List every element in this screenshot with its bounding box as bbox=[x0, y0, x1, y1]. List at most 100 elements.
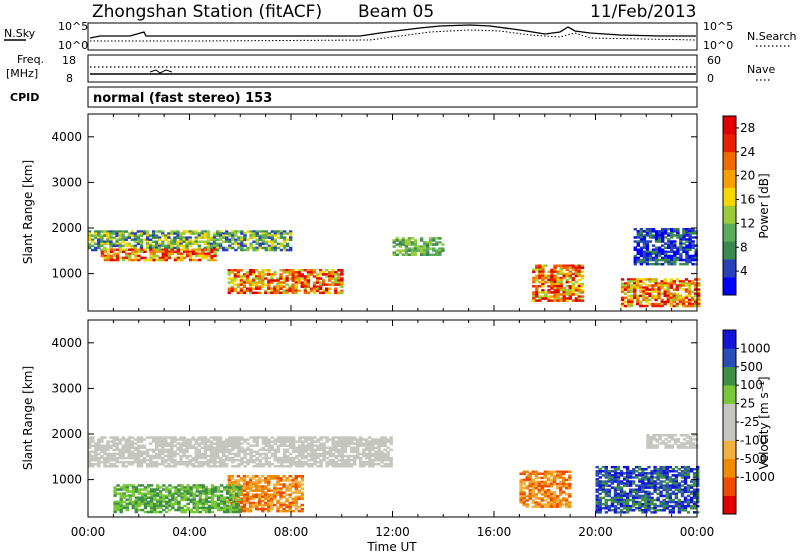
scatter-cell bbox=[240, 230, 244, 233]
scatter-cell bbox=[648, 240, 653, 243]
scatter-cell bbox=[547, 270, 551, 274]
scatter-cell bbox=[176, 250, 181, 254]
scatter-cell bbox=[647, 476, 651, 479]
scatter-cell bbox=[97, 438, 101, 441]
scatter-cell bbox=[212, 238, 217, 241]
scatter-cell bbox=[128, 248, 132, 251]
scatter-cell bbox=[267, 487, 271, 490]
scatter-cell bbox=[206, 244, 211, 248]
scatter-cell bbox=[143, 250, 147, 254]
scatter-cell bbox=[264, 458, 268, 462]
colorbar-segment bbox=[723, 133, 736, 153]
scatter-cell bbox=[380, 440, 384, 443]
scatter-cell bbox=[212, 450, 217, 454]
scatter-cell bbox=[115, 460, 119, 464]
scatter-cell bbox=[148, 456, 153, 460]
scatter-cell bbox=[121, 238, 125, 241]
scatter-cell bbox=[528, 489, 532, 492]
scatter-cell bbox=[294, 287, 298, 290]
scatter-cell bbox=[273, 438, 278, 441]
scatter-cell bbox=[532, 299, 536, 302]
scatter-cell bbox=[389, 465, 393, 468]
scatter-cell bbox=[654, 304, 658, 308]
nsky-strip-frame bbox=[87, 22, 698, 51]
scatter-cell bbox=[161, 244, 165, 248]
scatter-cell bbox=[161, 456, 165, 460]
scatter-cell bbox=[112, 438, 116, 441]
scatter-cell bbox=[655, 440, 659, 443]
scatter-cell bbox=[665, 504, 669, 508]
colorbar-segment bbox=[723, 385, 736, 404]
scatter-cell bbox=[645, 248, 650, 251]
scatter-cell bbox=[672, 280, 676, 283]
scatter-cell bbox=[200, 232, 205, 235]
scatter-cell bbox=[282, 248, 287, 252]
scatter-cell bbox=[663, 278, 667, 281]
scatter-cell bbox=[113, 508, 117, 512]
scatter-cell bbox=[228, 458, 232, 462]
scatter-cell bbox=[276, 230, 281, 233]
scatter-cell bbox=[664, 242, 668, 245]
scatter-cell bbox=[635, 507, 639, 510]
scatter-cell bbox=[125, 504, 129, 508]
scatter-cell bbox=[261, 234, 265, 237]
scatter-cell bbox=[194, 446, 198, 449]
scatter-cell bbox=[219, 500, 224, 504]
scatter-cell bbox=[248, 503, 253, 507]
scatter-cell bbox=[298, 444, 302, 447]
scatter-cell bbox=[696, 482, 700, 485]
scatter-cell bbox=[239, 477, 244, 480]
colorbar-segment bbox=[723, 205, 736, 224]
scatter-cell bbox=[556, 278, 560, 282]
scatter-cell bbox=[383, 444, 387, 447]
scatter-cell bbox=[685, 258, 689, 262]
scatter-cell bbox=[182, 250, 187, 254]
scatter-cell bbox=[683, 482, 688, 485]
scatter-cell bbox=[604, 476, 608, 479]
scatter-cell bbox=[192, 248, 196, 251]
scatter-cell bbox=[571, 287, 575, 290]
scatter-cell bbox=[662, 465, 666, 469]
scatter-cell bbox=[562, 295, 566, 298]
scatter-cell bbox=[167, 442, 171, 445]
scatter-cell bbox=[535, 278, 539, 282]
scatter-cell bbox=[535, 268, 539, 272]
scatter-cell bbox=[371, 438, 375, 441]
scatter-cell bbox=[203, 456, 208, 460]
scatter-cell bbox=[282, 501, 286, 505]
scatter-cell bbox=[688, 436, 693, 439]
colorbar-segment bbox=[723, 458, 736, 478]
scatter-cell bbox=[115, 230, 119, 233]
scatter-cell bbox=[689, 507, 694, 510]
scatter-cell bbox=[310, 444, 314, 447]
scatter-cell bbox=[636, 240, 640, 243]
scatter-cell bbox=[109, 446, 113, 449]
scatter-cell bbox=[303, 275, 308, 278]
scatter-cell bbox=[249, 232, 253, 235]
scatter-cell bbox=[291, 273, 295, 276]
scatter-cell bbox=[273, 489, 277, 492]
scatter-cell bbox=[240, 236, 244, 239]
scatter-cell bbox=[198, 496, 202, 499]
scatter-cell bbox=[173, 240, 177, 243]
station-title: Zhongshan Station (fitACF) bbox=[92, 2, 322, 22]
scatter-cell bbox=[352, 463, 357, 466]
scatter-cell bbox=[553, 278, 557, 282]
scatter-cell bbox=[532, 268, 536, 272]
scatter-cell bbox=[346, 463, 351, 466]
scatter-cell bbox=[115, 456, 119, 460]
scatter-cell bbox=[534, 505, 538, 508]
scatter-cell bbox=[604, 470, 608, 473]
scatter-cell bbox=[294, 285, 298, 288]
scatter-cell bbox=[232, 486, 236, 489]
scatter-cell bbox=[645, 230, 650, 233]
scatter-cell bbox=[97, 440, 101, 443]
scatter-cell bbox=[167, 454, 171, 458]
scatter-cell bbox=[294, 273, 298, 276]
scatter-cell bbox=[307, 452, 311, 456]
scatter-cell bbox=[204, 508, 209, 512]
scatter-cell bbox=[155, 258, 159, 262]
scatter-cell bbox=[692, 500, 697, 504]
scatter-cell bbox=[325, 460, 329, 464]
scatter-cell bbox=[639, 262, 644, 266]
